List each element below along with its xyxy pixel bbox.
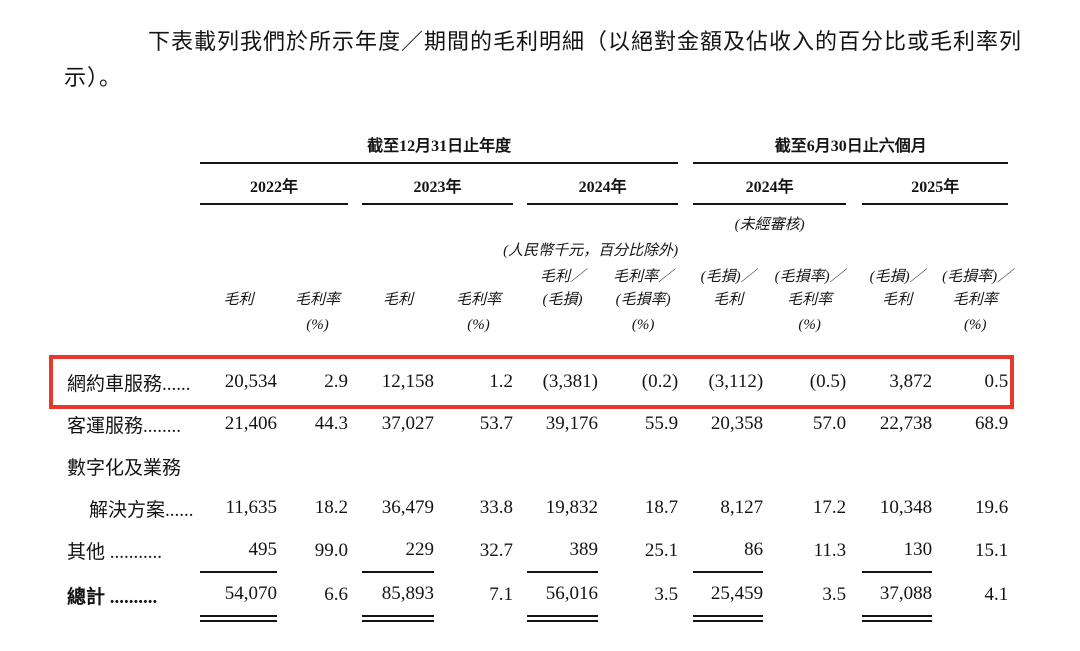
percent-label: (%) xyxy=(306,317,329,333)
cell-value: 25.1 xyxy=(644,539,679,561)
cell-value: 2.9 xyxy=(324,371,348,392)
cell-value: 68.9 xyxy=(975,413,1009,434)
percent-label: (%) xyxy=(631,317,655,333)
cell-value: 36,479 xyxy=(381,497,434,518)
group-header-row: 截至12月31日止年度 截至6月30日止六個月 xyxy=(55,130,1009,164)
table-row-total: 總計 .......... 54,070 6.6 85,893 7.1 56,0… xyxy=(55,572,1009,622)
cell-value: 25,459 xyxy=(693,572,764,622)
row-label: 總計 .......... xyxy=(67,586,158,608)
cell-value: 8,127 xyxy=(720,497,764,518)
cell-value: (0.2) xyxy=(641,371,679,392)
gross-profit-table-wrapper: 截至12月31日止年度 截至6月30日止六個月 2022年 2023年 2024… xyxy=(48,130,1080,622)
column-header-gross-margin: 毛利率 xyxy=(294,292,340,308)
cell-value: 18.2 xyxy=(314,497,348,518)
cell-value: 3.5 xyxy=(822,584,847,606)
cell-value: 99.0 xyxy=(314,539,348,561)
column-header-gross-loss-profit: (毛損)／ 毛利 xyxy=(869,269,925,308)
row-label: 解決方案...... xyxy=(89,499,194,521)
row-label: 數字化及業務 xyxy=(67,457,182,479)
cell-value: 19.6 xyxy=(975,497,1009,518)
percent-label: (%) xyxy=(467,317,490,333)
column-header-gross-loss-profit: (毛損)／ 毛利 xyxy=(700,269,756,308)
row-label: 客運服務........ xyxy=(67,415,182,437)
cell-value: 19,832 xyxy=(545,497,598,518)
cell-value: 495 xyxy=(200,529,277,573)
unaudited-note: (未經審核) xyxy=(734,217,805,233)
cell-value: 37,088 xyxy=(862,572,933,622)
cell-value: (3,381) xyxy=(542,371,598,392)
cell-value: 0.5 xyxy=(984,371,1009,392)
column-header-gross-margin-loss: 毛利率／ (毛損率) xyxy=(613,269,674,308)
cell-value: 7.1 xyxy=(489,584,513,606)
cell-value: 229 xyxy=(362,529,434,573)
table-row-passenger-transport-services: 客運服務........ 21,406 44.3 37,027 53.7 39,… xyxy=(55,403,1008,445)
cell-value: (0.5) xyxy=(809,371,847,392)
cell-value: 85,893 xyxy=(362,572,434,622)
cell-value: 54,070 xyxy=(200,572,277,622)
year-header-2025-interim: 2025年 xyxy=(862,163,1009,205)
cell-value: 3.5 xyxy=(654,584,679,606)
cell-value: 21,406 xyxy=(224,413,277,434)
unit-note: (人民幣千元，百分比除外) xyxy=(503,243,679,259)
cell-value: (3,112) xyxy=(708,371,764,392)
cell-value: 18.7 xyxy=(644,497,679,518)
row-label: 其他 ........... xyxy=(67,542,163,563)
group-header-interim: 截至6月30日止六個月 xyxy=(693,130,1009,164)
cell-value: 56,016 xyxy=(527,572,598,622)
group-header-annual: 截至12月31日止年度 xyxy=(200,130,679,164)
percent-label: (%) xyxy=(963,317,987,333)
cell-value: 57.0 xyxy=(812,413,847,434)
column-header-gross-profit: 毛利 xyxy=(223,292,254,308)
cell-value: 1.2 xyxy=(489,371,513,392)
cell-value: 3,872 xyxy=(889,371,933,392)
column-header-gross-loss-margin: (毛損率)／ 毛利率 xyxy=(774,269,845,308)
table-row-others: 其他 ........... 495 99.0 229 32.7 389 25.… xyxy=(55,529,1009,573)
cell-value: 12,158 xyxy=(381,371,434,392)
year-header-2022: 2022年 xyxy=(200,163,348,205)
unaudited-note-row: (未經審核) xyxy=(55,204,1008,234)
table-row-solutions: 解決方案...... 11,635 18.2 36,479 33.8 19,83… xyxy=(55,487,1008,529)
cell-value: 39,176 xyxy=(545,413,598,434)
cell-value: 53.7 xyxy=(479,413,513,434)
cell-value: 130 xyxy=(862,529,933,573)
column-header-gross-margin: 毛利率 xyxy=(455,292,501,308)
cell-value: 11,635 xyxy=(225,497,277,518)
cell-value: 33.8 xyxy=(479,497,513,518)
column-header-gross-profit: 毛利 xyxy=(382,292,413,308)
column-header-gross-profit-loss: 毛利／ (毛損) xyxy=(539,269,585,308)
row-label: 網約車服務...... xyxy=(67,373,191,395)
cell-value: 4.1 xyxy=(984,584,1009,606)
unit-note-row: (人民幣千元，百分比除外) xyxy=(55,234,1008,262)
cell-value: 15.1 xyxy=(975,539,1009,561)
cell-value: 32.7 xyxy=(479,539,513,561)
cell-value: 10,348 xyxy=(879,497,933,518)
table-row-digitalization-and-business: 數字化及業務 xyxy=(55,445,1008,487)
cell-value: 20,534 xyxy=(224,371,277,392)
column-header-gross-loss-margin: (毛損率)／ 毛利率 xyxy=(942,269,1013,308)
cell-value: 389 xyxy=(527,529,598,573)
year-header-2024-interim: 2024年 xyxy=(693,163,847,205)
percent-label: (%) xyxy=(798,317,821,333)
year-header-2023: 2023年 xyxy=(362,163,513,205)
cell-value: 17.2 xyxy=(812,497,847,518)
cell-value: 11.3 xyxy=(813,539,847,561)
gross-profit-table: 截至12月31日止年度 截至6月30日止六個月 2022年 2023年 2024… xyxy=(48,130,1015,622)
cell-value: 22,738 xyxy=(879,413,933,434)
year-header-row: 2022年 2023年 2024年 2024年 2025年 xyxy=(55,163,1009,205)
cell-value: 6.6 xyxy=(324,584,348,606)
cell-value: 44.3 xyxy=(314,413,348,434)
table-row-ride-hailing-services: 網約車服務...... 20,534 2.9 12,158 1.2 (3,381… xyxy=(48,355,1015,409)
cell-value: 86 xyxy=(693,529,764,573)
cell-value: 37,027 xyxy=(381,413,434,434)
column-header-row: 毛利 毛利率 毛利 毛利率 毛利／ (毛損) 毛利率／ (毛損率) (毛損)／ 毛利 … xyxy=(55,262,1013,312)
intro-paragraph: 下表載列我們於所示年度／期間的毛利明細（以絕對金額及佔收入的百分比或毛利率列示）… xyxy=(64,29,1023,90)
year-header-2024: 2024年 xyxy=(527,163,679,205)
cell-value: 55.9 xyxy=(644,413,679,434)
cell-value: 20,358 xyxy=(710,413,764,434)
percent-label-row: (%) (%) (%) (%) (%) xyxy=(55,312,1008,335)
